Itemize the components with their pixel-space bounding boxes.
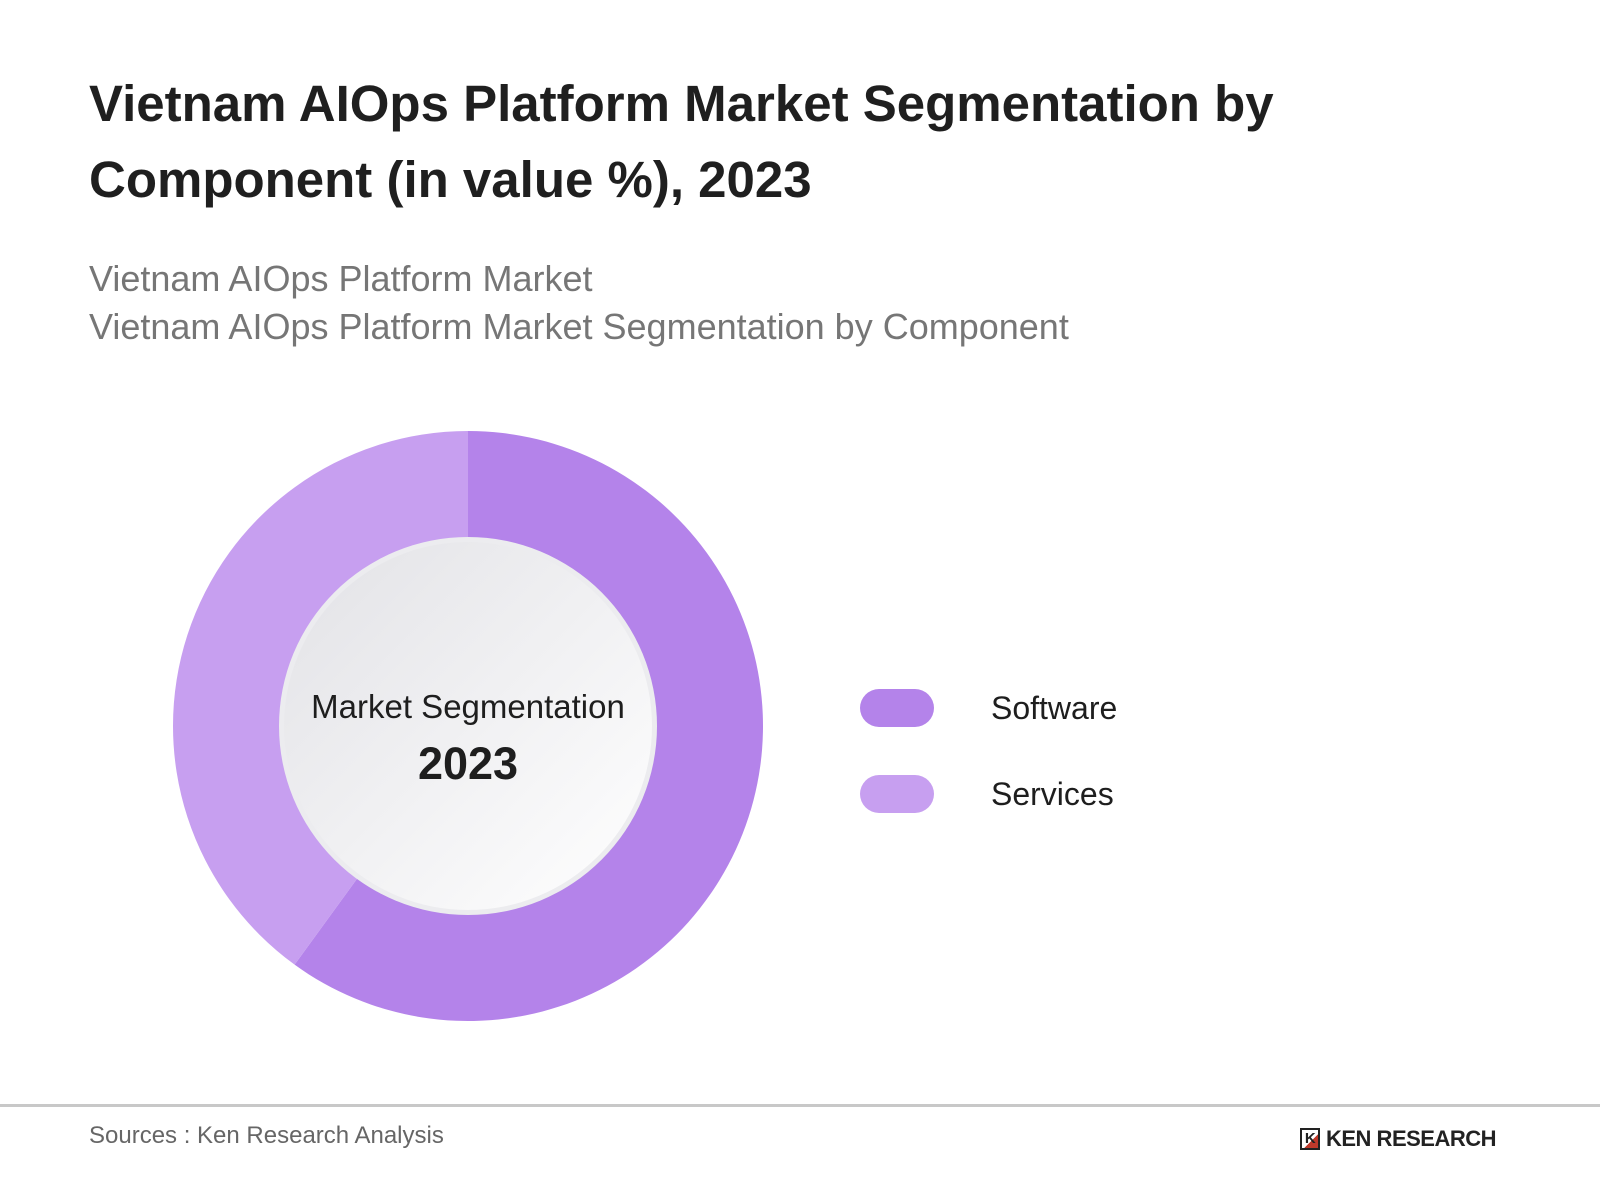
ken-research-logo: K KEN RESEARCH — [1300, 1126, 1497, 1152]
footer-divider — [0, 1104, 1600, 1107]
legend-label-software: Software — [991, 690, 1118, 726]
subtitle-line-2: Vietnam AIOps Platform Market Segmentati… — [89, 306, 1069, 347]
legend-swatch-services — [860, 775, 934, 813]
subtitle-line-1: Vietnam AIOps Platform Market — [89, 258, 593, 299]
legend-swatch-software — [860, 689, 934, 727]
logo-k-mark: K — [1300, 1128, 1320, 1150]
source-note: Sources : Ken Research Analysis — [89, 1122, 444, 1149]
center-label: Market Segmentation — [311, 688, 625, 725]
chart-title: Vietnam AIOps Platform Market Segmentati… — [89, 75, 1274, 208]
donut-hole — [284, 542, 652, 910]
logo-text: KEN RESEARCH — [1326, 1126, 1497, 1151]
legend-label-services: Services — [991, 776, 1114, 812]
center-year: 2023 — [417, 738, 519, 789]
donut-chart — [172, 431, 763, 1021]
